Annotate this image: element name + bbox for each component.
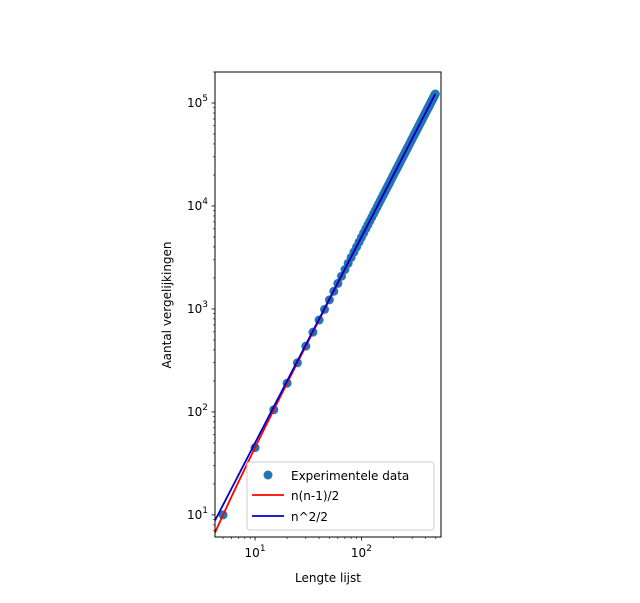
legend: Experimentele data n(n-1)/2 n^2/2 <box>246 461 435 531</box>
y-tick-label: 103 <box>187 300 208 316</box>
legend-box <box>246 461 435 531</box>
legend-label-n-squared: n^2/2 <box>291 510 328 524</box>
x-tick-label: 101 <box>245 544 266 560</box>
x-axis-label: Lengte lijst <box>295 571 361 585</box>
y-tick-label: 102 <box>187 403 208 419</box>
y-tick-label: 105 <box>187 94 208 110</box>
plot-frame <box>214 71 442 538</box>
y-axis-ticks: 101 102 103 104 105 <box>187 71 215 532</box>
y-axis-label: Aantal vergelijkingen <box>160 241 174 368</box>
series-line-n-squared <box>215 93 437 521</box>
legend-label-experimentele-data: Experimentele data <box>291 469 409 483</box>
legend-label-n-n-minus-1: n(n-1)/2 <box>291 489 339 503</box>
x-axis-ticks: 101 102 <box>222 537 437 560</box>
x-tick-label: 102 <box>351 544 372 560</box>
line-series <box>215 93 437 534</box>
y-tick-label: 101 <box>187 506 208 522</box>
y-tick-label: 104 <box>187 197 208 213</box>
legend-marker-experimentele-data <box>263 470 273 480</box>
